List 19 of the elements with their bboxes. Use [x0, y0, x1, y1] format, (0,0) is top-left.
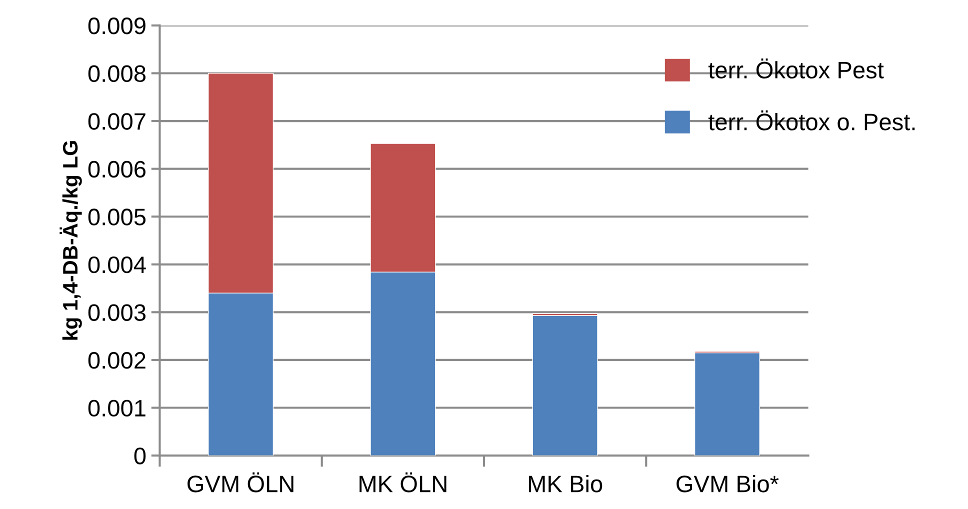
y-tick-label: 0.008 — [88, 65, 146, 82]
y-tick-label: 0.002 — [88, 352, 146, 369]
y-tick-label: 0.006 — [88, 160, 146, 178]
x-tick-label: GVM ÖLN — [188, 472, 294, 492]
y-axis-title: kg 1,4-DB-Äq./kg LG — [60, 141, 82, 340]
legend-label: terr. Ökotox Pest — [708, 58, 884, 78]
x-tick-label: MK Bio — [528, 475, 602, 492]
legend-label: terr. Ökotox o. Pest. — [708, 110, 915, 130]
y-tick-label: 0.001 — [88, 400, 146, 417]
x-tick-label: MK ÖLN — [360, 472, 446, 492]
y-tick-label: 0.009 — [88, 18, 146, 34]
bar — [532, 315, 598, 456]
y-tick-label: 0.004 — [88, 256, 146, 274]
y-tick-label: 0.005 — [88, 208, 146, 226]
bar — [694, 352, 760, 456]
y-tick-label: 0.007 — [88, 113, 146, 130]
y-tick-label: 0 — [134, 448, 146, 464]
x-tick-label: GVM Bio* — [676, 475, 779, 492]
y-tick-label: 0.003 — [88, 304, 146, 321]
